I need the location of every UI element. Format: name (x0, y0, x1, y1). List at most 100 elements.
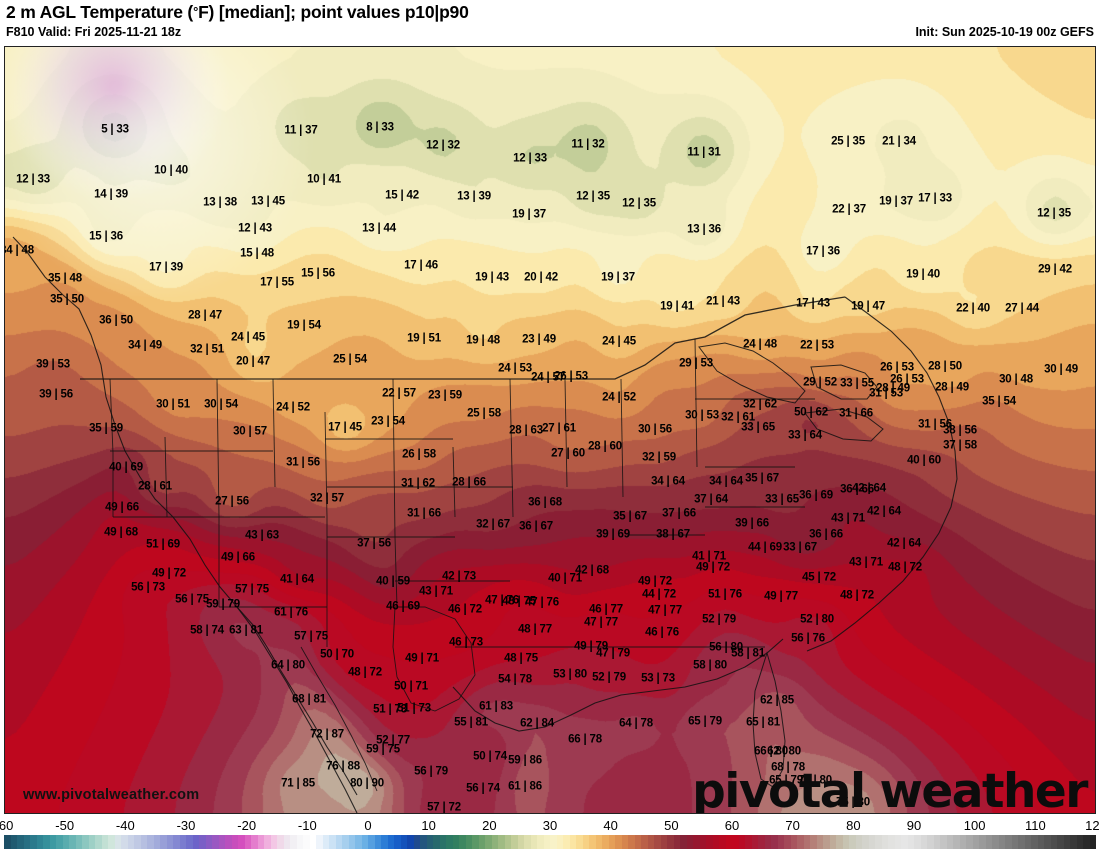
color-swatch (602, 835, 609, 849)
point-value-label: 58 | 80 (693, 659, 727, 672)
point-value-label: 32 | 59 (642, 451, 676, 464)
point-value-label: 34 | 49 (128, 339, 162, 352)
point-value-label: 30 | 54 (204, 398, 238, 411)
point-value-label: 75 | 80 (836, 796, 870, 809)
point-value-label: 50 | 71 (394, 680, 428, 693)
color-swatch (621, 835, 628, 849)
color-swatch (121, 835, 128, 849)
point-value-label: 49 | 72 (638, 575, 672, 588)
point-value-label: 26 | 58 (402, 448, 436, 461)
point-value-label: 13 | 36 (687, 223, 721, 236)
point-value-label: 66 | 80 (754, 745, 788, 758)
point-value-label: 12 | 35 (576, 190, 610, 203)
color-swatch (771, 835, 778, 849)
site-url-watermark: www.pivotalweather.com (23, 787, 200, 803)
point-value-label: 24 | 52 (276, 401, 310, 414)
point-value-label: 36 | 67 (519, 520, 553, 533)
point-value-label: 24 | 53 (498, 362, 532, 375)
point-value-label: 52 | 79 (592, 671, 626, 684)
point-value-label: 22 | 37 (832, 203, 866, 216)
color-swatch (595, 835, 602, 849)
color-swatch (75, 835, 82, 849)
point-value-label: 15 | 36 (89, 230, 123, 243)
point-value-label: 31 | 62 (401, 477, 435, 490)
color-swatch (504, 835, 511, 849)
color-swatch (1011, 835, 1018, 849)
color-swatch (719, 835, 726, 849)
point-value-label: 5 | 33 (101, 123, 129, 136)
point-value-label: 31 | 56 (918, 418, 952, 431)
color-swatch (836, 835, 843, 849)
color-swatch (758, 835, 765, 849)
point-value-label: 46 | 76 (645, 626, 679, 639)
color-swatch (784, 835, 791, 849)
color-swatch (478, 835, 485, 849)
point-value-label: 61 | 86 (508, 780, 542, 793)
point-value-label: 36 | 68 (528, 496, 562, 509)
color-scale-tick: 70 (785, 818, 800, 833)
valid-time-label: F810 Valid: Fri 2025-11-21 18z (6, 25, 182, 39)
point-value-label: 10 | 41 (307, 173, 341, 186)
color-swatch (342, 835, 349, 849)
point-value-label: 59 | 79 (206, 598, 240, 611)
point-value-label: 56 | 80 (709, 641, 743, 654)
point-value-label: 76 | 88 (326, 760, 360, 773)
color-swatch (816, 835, 823, 849)
point-value-label: 61 | 83 (479, 700, 513, 713)
point-value-label: 63 | 81 (229, 624, 263, 637)
color-scale-tick: -50 (55, 818, 75, 833)
color-swatch (641, 835, 648, 849)
point-value-label: 39 | 53 (36, 358, 70, 371)
point-value-label: 12 | 32 (426, 139, 460, 152)
point-value-label: 42 | 64 (852, 482, 886, 495)
color-scale-tick: 110 (1024, 818, 1046, 833)
color-swatch (1005, 835, 1012, 849)
point-value-label: 55 | 81 (454, 716, 488, 729)
color-swatch (361, 835, 368, 849)
point-value-label: 42 | 64 (887, 537, 921, 550)
temperature-map[interactable]: 12 | 33 5 | 33 14 | 39 15 | 36 10 | 40 17 | 3… (4, 46, 1096, 814)
color-swatch (764, 835, 771, 849)
color-swatch (212, 835, 219, 849)
point-value-label: 20 | 47 (236, 355, 270, 368)
point-value-label: 39 | 69 (596, 528, 630, 541)
point-value-label: 62 | 84 (520, 717, 554, 730)
point-value-label: 46 | 72 (448, 603, 482, 616)
color-swatch (823, 835, 830, 849)
point-value-label: 62 | 80 (767, 745, 801, 758)
color-swatch (420, 835, 427, 849)
point-value-label: 56 | 76 (791, 632, 825, 645)
point-value-label: 47 | 76 (485, 594, 519, 607)
color-swatch (1024, 835, 1031, 849)
point-value-label: 72 | 80 (798, 774, 832, 787)
point-value-label: 46 | 69 (386, 600, 420, 613)
color-swatch (82, 835, 89, 849)
point-value-label: 26 | 53 (880, 361, 914, 374)
point-value-label: 19 | 43 (475, 271, 509, 284)
title-unit: F) [median]; point values p10|p90 (198, 2, 469, 22)
color-swatch (238, 835, 245, 849)
color-swatch (160, 835, 167, 849)
color-swatch (615, 835, 622, 849)
color-swatch (199, 835, 206, 849)
point-value-label: 38 | 56 (943, 424, 977, 437)
color-swatch (17, 835, 24, 849)
color-swatch (322, 835, 329, 849)
color-swatch (127, 835, 134, 849)
color-swatch (355, 835, 362, 849)
color-swatch (563, 835, 570, 849)
color-scale-bar[interactable]: -60 -50 -40 -30 -20 -10 0 10 20 30 40 50 60 70 80 90 100… (0, 818, 1100, 850)
point-value-label: 28 | 66 (452, 476, 486, 489)
color-swatch (972, 835, 979, 849)
color-swatch (62, 835, 69, 849)
color-swatch (1031, 835, 1038, 849)
point-value-label: 19 | 48 (466, 334, 500, 347)
color-swatch (550, 835, 557, 849)
point-value-label: 56 | 79 (414, 765, 448, 778)
color-swatch (244, 835, 251, 849)
point-value-label: 8 | 33 (366, 121, 394, 134)
color-swatch (173, 835, 180, 849)
point-value-label: 43 | 71 (831, 512, 865, 525)
point-value-label: 30 | 56 (638, 423, 672, 436)
color-swatch (582, 835, 589, 849)
